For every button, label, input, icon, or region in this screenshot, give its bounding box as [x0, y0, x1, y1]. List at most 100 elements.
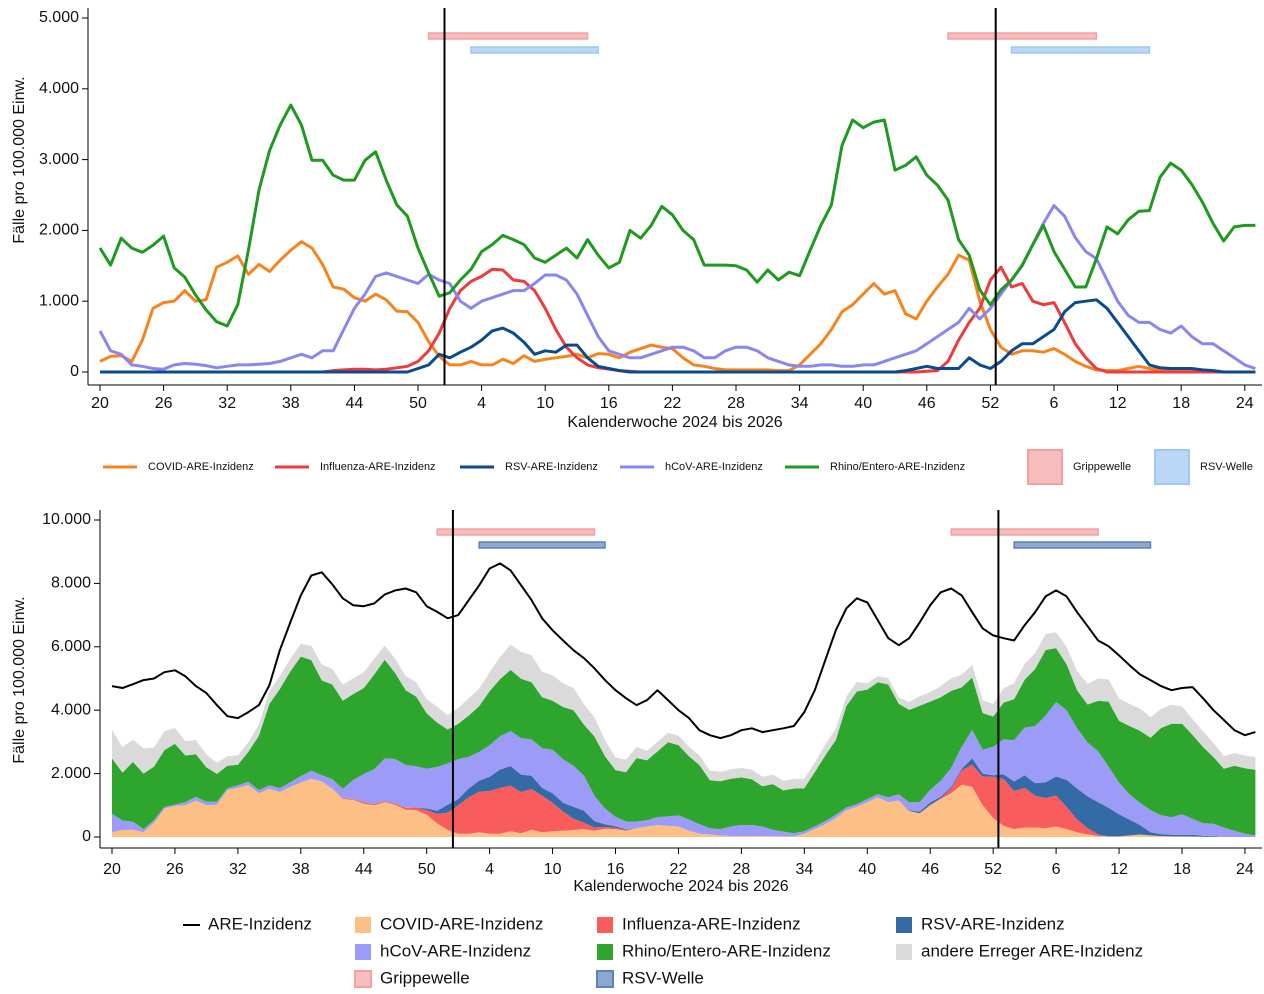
y-tick-label: 0 [70, 363, 79, 380]
legend-label: COVID-ARE-Inzidenz [380, 914, 543, 933]
y-tick-label: 10.000 [42, 511, 91, 528]
legend-swatch [896, 917, 912, 933]
legend-label: Grippewelle [1073, 461, 1131, 473]
wave-bar [478, 541, 606, 549]
x-tick-label: 28 [727, 395, 745, 412]
y-tick-label: 2.000 [39, 222, 79, 239]
series-line [99, 240, 1256, 374]
stacked-area [112, 778, 1256, 837]
x-tick-label: 26 [155, 395, 173, 412]
x-tick-label: 52 [984, 861, 1002, 878]
x-tick-label: 46 [921, 861, 939, 878]
x-tick-label: 22 [664, 395, 682, 412]
x-tick-label: 20 [103, 861, 121, 878]
legend-label: RSV-ARE-Inzidenz [921, 914, 1065, 933]
x-tick-label: 50 [409, 395, 427, 412]
legend-label: Grippewelle [380, 968, 470, 987]
legend-label: ARE-Inzidenz [208, 914, 312, 933]
y-tick-label: 2.000 [51, 765, 91, 782]
y-axis-title: Fälle pro 100.000 Einw. [11, 596, 28, 763]
stacked-area [112, 702, 1256, 837]
legend-swatch [597, 917, 613, 933]
x-tick-label: 40 [858, 861, 876, 878]
x-tick-label: 4 [485, 861, 494, 878]
x-tick-label: 28 [733, 861, 751, 878]
y-tick-label: 1.000 [39, 292, 79, 309]
x-tick-label: 6 [1052, 861, 1061, 878]
x-tick-label: 18 [1172, 395, 1190, 412]
y-tick-label: 8.000 [51, 575, 91, 592]
legend-label: Influenza-ARE-Inzidenz [622, 914, 801, 933]
series-line [100, 298, 1256, 374]
legend-swatch [597, 944, 613, 960]
x-tick-label: 16 [607, 861, 625, 878]
legend-label: RSV-Welle [622, 968, 704, 987]
stacked-area [112, 758, 1256, 837]
x-tick-label: 4 [477, 395, 486, 412]
legend-label: RSV-ARE-Inzidenz [505, 461, 598, 473]
legend-swatch [896, 944, 912, 960]
x-tick-label: 24 [1236, 861, 1254, 878]
legend-label: Influenza-ARE-Inzidenz [320, 461, 436, 473]
x-tick-label: 10 [536, 395, 554, 412]
x-tick-label: 22 [670, 861, 688, 878]
x-tick-label: 12 [1110, 861, 1128, 878]
total-line [111, 562, 1256, 740]
x-tick-label: 26 [166, 861, 184, 878]
x-tick-label: 38 [292, 861, 310, 878]
legend-label: hCoV-ARE-Inzidenz [380, 941, 531, 960]
stacked-area [112, 632, 1256, 791]
x-tick-label: 34 [795, 861, 813, 878]
series-line [100, 265, 1256, 374]
x-tick-label: 12 [1109, 395, 1127, 412]
x-axis-title: Kalenderwoche 2024 bis 2026 [567, 414, 782, 431]
x-tick-label: 20 [91, 395, 109, 412]
y-tick-label: 0 [82, 828, 91, 845]
wave-bar [947, 32, 1098, 40]
legend-swatch [355, 944, 371, 960]
series-line [98, 103, 1256, 328]
x-tick-label: 24 [1236, 395, 1254, 412]
y-tick-label: 4.000 [39, 80, 79, 97]
y-axis-title: Fälle pro 100.000 Einw. [11, 76, 28, 243]
stacked-area [112, 764, 1256, 837]
x-tick-label: 16 [600, 395, 618, 412]
x-tick-label: 52 [982, 395, 1000, 412]
x-tick-label: 44 [346, 395, 364, 412]
x-tick-label: 38 [282, 395, 300, 412]
legend-label: Rhino/Entero-ARE-Inzidenz [830, 461, 965, 473]
x-tick-label: 32 [218, 395, 236, 412]
x-tick-label: 6 [1050, 395, 1059, 412]
wave-bar [470, 46, 599, 54]
wave-bar [1013, 541, 1152, 549]
x-tick-label: 46 [918, 395, 936, 412]
x-axis-title: Kalenderwoche 2024 bis 2026 [573, 878, 788, 895]
legend-swatch [1027, 449, 1063, 485]
wave-bar [436, 528, 596, 536]
x-tick-label: 44 [355, 861, 373, 878]
x-tick-label: 10 [544, 861, 562, 878]
legend-label: hCoV-ARE-Inzidenz [665, 461, 763, 473]
legend-label: Rhino/Entero-ARE-Inzidenz [622, 941, 831, 960]
x-tick-label: 32 [229, 861, 247, 878]
legend-swatch [354, 970, 372, 988]
y-tick-label: 6.000 [51, 638, 91, 655]
legend-swatch [596, 970, 614, 988]
wave-bar [950, 528, 1099, 536]
legend-swatch [1154, 449, 1190, 485]
series-line [98, 204, 1256, 371]
legend-label: andere Erreger ARE-Inzidenz [921, 941, 1143, 960]
wave-bar [427, 32, 589, 40]
x-tick-label: 34 [791, 395, 809, 412]
stacked-area [112, 648, 1256, 836]
y-tick-label: 5.000 [39, 9, 79, 26]
x-tick-label: 40 [854, 395, 872, 412]
legend-label: RSV-Welle [1200, 461, 1253, 473]
x-tick-label: 18 [1173, 861, 1191, 878]
wave-bar [1010, 46, 1151, 54]
x-tick-label: 50 [418, 861, 436, 878]
y-tick-label: 3.000 [39, 151, 79, 168]
legend-swatch [355, 917, 371, 933]
